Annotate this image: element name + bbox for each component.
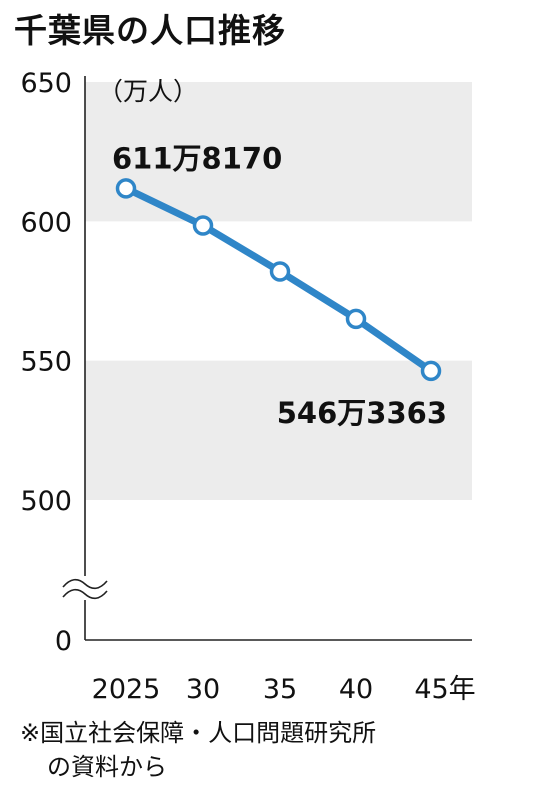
y-tick-label: 0 xyxy=(55,626,72,657)
data-label: 546万3363 xyxy=(277,396,447,430)
data-point xyxy=(192,215,214,236)
x-tick-labels: 2025 30 35 40 45年 xyxy=(92,674,476,705)
data-labels: 611万8170 546万3363 xyxy=(112,141,447,429)
source-note-line-2: の資料から xyxy=(47,753,167,781)
data-point xyxy=(115,178,137,199)
data-label: 611万8170 xyxy=(112,141,282,175)
axis-break-mark-lower xyxy=(62,588,108,600)
data-point xyxy=(345,308,367,330)
y-tick-label: 500 xyxy=(20,486,72,517)
source-note: ※国立社会保障・人口問題研究所 の資料から xyxy=(20,716,535,784)
axis-break-mark-upper xyxy=(62,578,108,590)
x-tick-label: 30 xyxy=(186,674,220,705)
axis-break-gap xyxy=(63,576,107,600)
chart-title: 千葉県の人口推移 xyxy=(14,11,286,50)
x-tick-label: 35 xyxy=(263,674,297,705)
y-axis-unit-label: （万人） xyxy=(98,77,198,106)
x-tick-label: 45年 xyxy=(414,674,475,705)
line-chart: （万人） 650 600 550 500 0 2025 30 35 40 45年 611万817… xyxy=(20,68,476,705)
axes xyxy=(62,76,472,641)
y-tick-label: 600 xyxy=(20,207,72,238)
y-tick-label: 550 xyxy=(20,347,72,378)
y-tick-labels: 650 600 550 500 0 xyxy=(20,68,72,657)
background-bands xyxy=(85,82,472,500)
data-point xyxy=(420,360,442,382)
y-tick-label: 650 xyxy=(20,68,72,99)
x-tick-label: 40 xyxy=(339,674,373,705)
x-tick-label: 2025 xyxy=(92,674,161,705)
source-note-line-1: ※国立社会保障・人口問題研究所 xyxy=(20,719,377,747)
data-points xyxy=(115,178,442,382)
data-point xyxy=(269,261,291,282)
band-500-550 xyxy=(85,360,472,500)
